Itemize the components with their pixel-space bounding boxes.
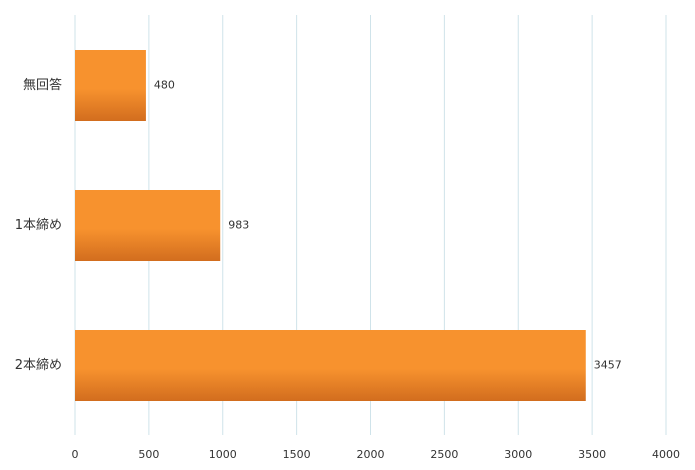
y-tick-label: 2本締め xyxy=(15,357,62,373)
x-tick-label: 1000 xyxy=(209,448,237,461)
value-label: 480 xyxy=(154,79,175,92)
y-tick-label: 1本締め xyxy=(15,217,62,233)
x-tick-label: 4000 xyxy=(652,448,680,461)
x-tick-label: 3000 xyxy=(504,448,532,461)
x-tick-label: 3500 xyxy=(578,448,606,461)
x-tick-label: 0 xyxy=(72,448,79,461)
bar xyxy=(75,190,221,261)
x-tick-label: 500 xyxy=(138,448,159,461)
value-label: 983 xyxy=(228,219,249,232)
bar xyxy=(75,330,586,401)
x-tick-label: 1500 xyxy=(283,448,311,461)
bar xyxy=(75,50,146,121)
y-tick-label: 無回答 xyxy=(23,77,62,93)
x-tick-label: 2500 xyxy=(430,448,458,461)
value-label: 3457 xyxy=(594,359,622,372)
x-tick-label: 2000 xyxy=(357,448,385,461)
